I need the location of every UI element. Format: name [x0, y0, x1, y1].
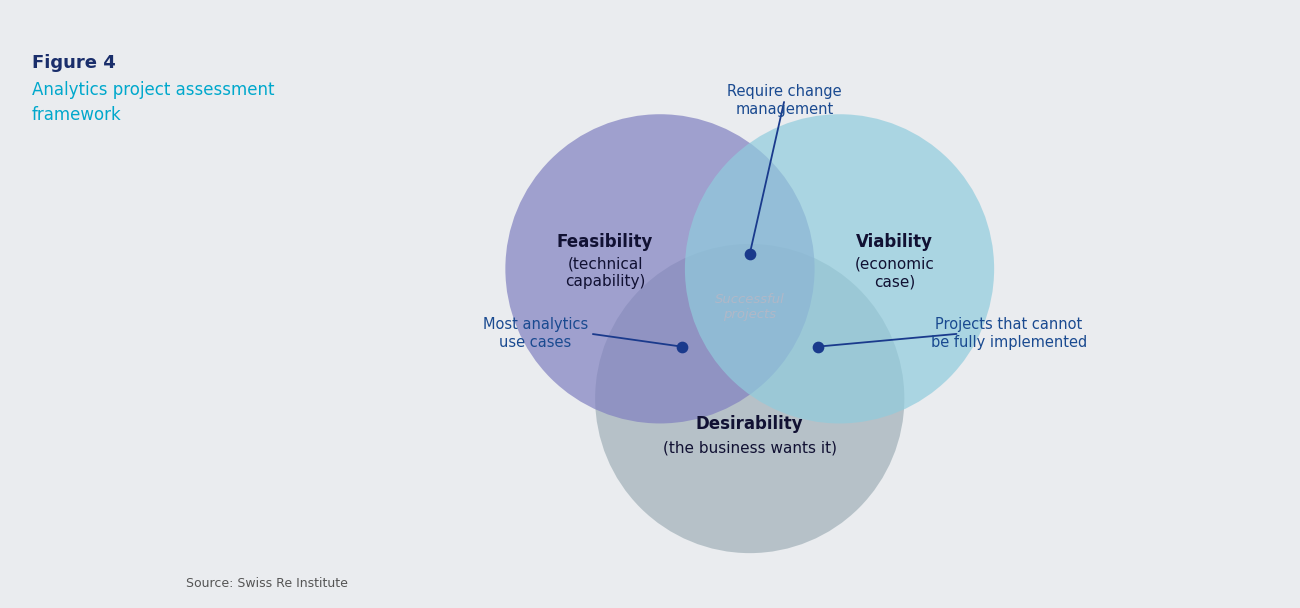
Text: Projects that cannot
be fully implemented: Projects that cannot be fully implemente…: [931, 317, 1087, 350]
Point: [807, 342, 828, 351]
Text: (the business wants it): (the business wants it): [663, 440, 837, 455]
Text: Analytics project assessment
framework: Analytics project assessment framework: [31, 81, 274, 123]
Circle shape: [595, 244, 905, 553]
Text: Desirability: Desirability: [696, 415, 803, 434]
Point: [672, 342, 693, 351]
Point: [740, 249, 760, 259]
Text: Require change
management: Require change management: [728, 85, 842, 117]
Text: Viability: Viability: [855, 233, 933, 251]
Text: (technical
capability): (technical capability): [566, 257, 645, 289]
Text: Successful
projects: Successful projects: [715, 293, 785, 321]
Text: Figure 4: Figure 4: [31, 54, 116, 72]
Text: (economic
case): (economic case): [854, 257, 935, 289]
Circle shape: [685, 114, 994, 423]
Text: Most analytics
use cases: Most analytics use cases: [482, 317, 588, 350]
Circle shape: [506, 114, 815, 423]
Text: Feasibility: Feasibility: [556, 233, 654, 251]
Text: Source: Swiss Re Institute: Source: Swiss Re Institute: [186, 577, 348, 590]
